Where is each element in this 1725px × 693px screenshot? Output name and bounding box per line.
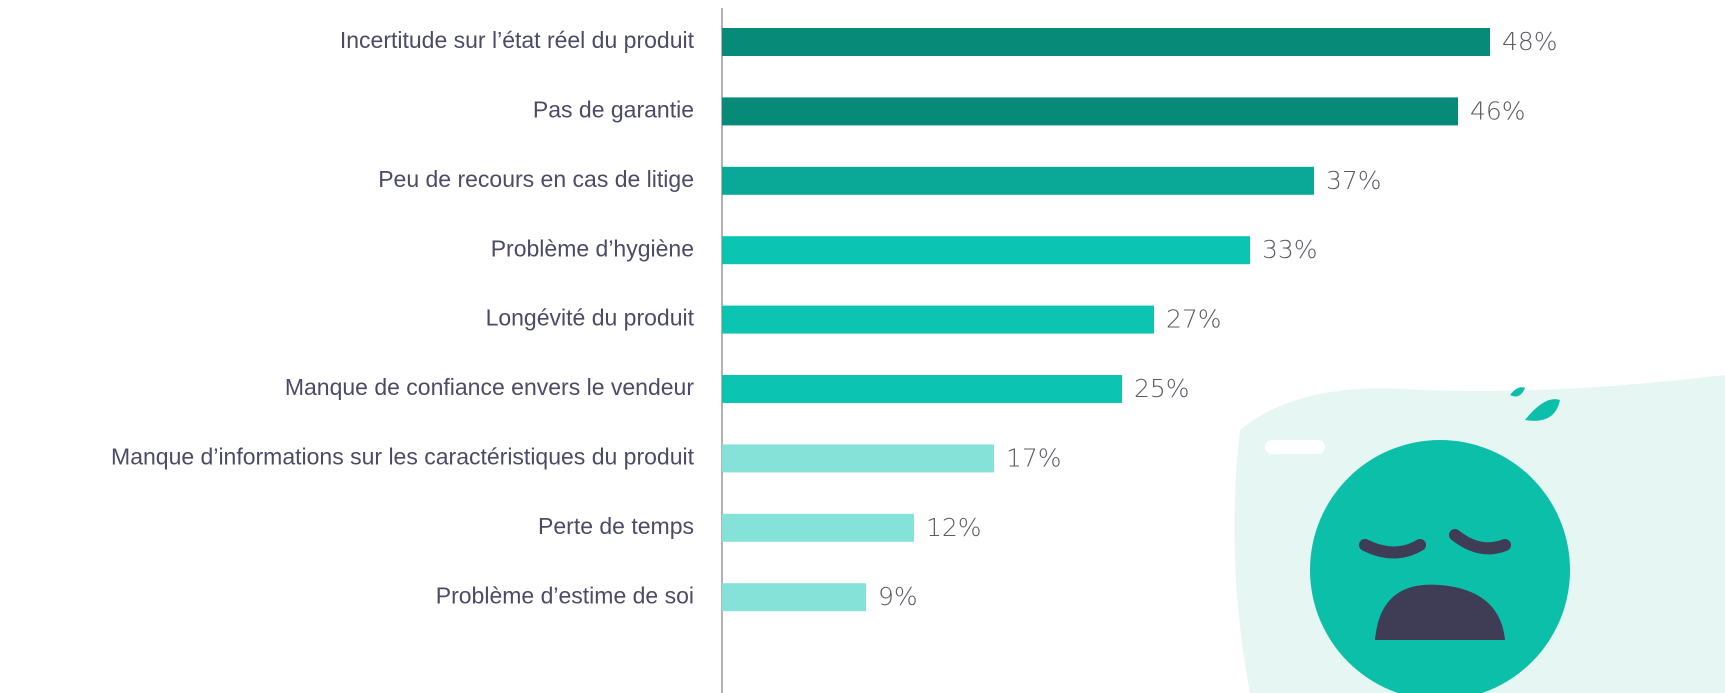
category-label: Pas de garantie	[533, 96, 694, 122]
bar	[722, 28, 1490, 56]
chart: Incertitude sur l’état réel du produit 48…	[0, 0, 1725, 693]
category-label: Longévité du produit	[486, 305, 695, 331]
category-label: Manque d’informations sur les caractéris…	[111, 443, 695, 469]
bar	[722, 514, 914, 542]
bar	[722, 306, 1154, 334]
value-label: 48%	[1502, 27, 1558, 56]
illustration	[1234, 375, 1725, 693]
value-label: 25%	[1134, 374, 1190, 403]
bar	[722, 236, 1250, 264]
value-label: 17%	[1006, 443, 1062, 472]
value-label: 33%	[1262, 235, 1318, 264]
value-label: 9%	[878, 582, 918, 611]
cloud	[1265, 440, 1325, 454]
value-label: 12%	[926, 513, 982, 542]
bar	[722, 583, 866, 611]
bar	[722, 167, 1314, 195]
category-label: Incertitude sur l’état réel du produit	[340, 27, 695, 53]
value-label: 37%	[1326, 166, 1382, 195]
category-label: Peu de recours en cas de litige	[378, 166, 694, 192]
bar	[722, 444, 994, 472]
face	[1310, 440, 1570, 693]
category-label: Problème d’estime de soi	[436, 582, 694, 608]
bar	[722, 375, 1122, 403]
bar	[722, 97, 1458, 125]
category-label: Problème d’hygiène	[491, 235, 694, 261]
value-label: 27%	[1166, 305, 1222, 334]
category-label: Manque de confiance envers le vendeur	[285, 374, 695, 400]
value-label: 46%	[1470, 96, 1526, 125]
category-label: Perte de temps	[538, 513, 694, 539]
